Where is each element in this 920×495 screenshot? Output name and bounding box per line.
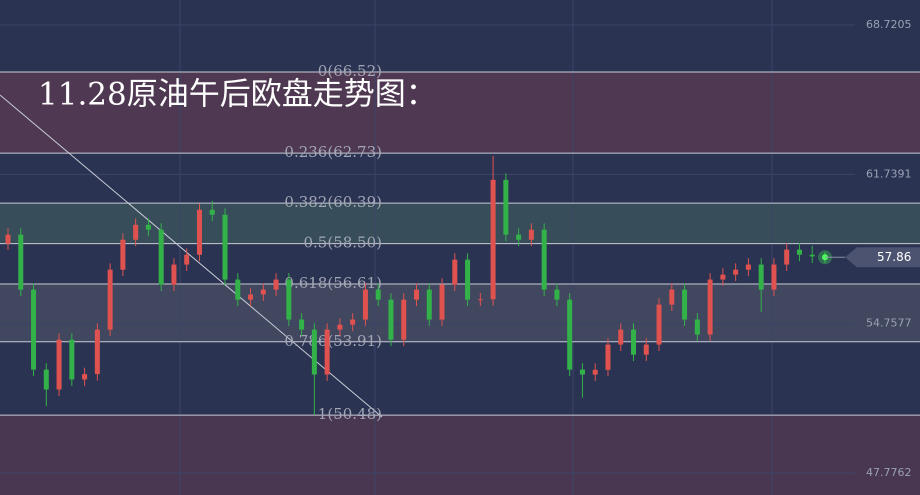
candle-body xyxy=(337,324,343,330)
last-price-label: 57.86 xyxy=(877,250,911,264)
candle-body xyxy=(31,289,37,370)
y-tick-label: 47.7762 xyxy=(866,466,912,479)
candle-body xyxy=(273,279,279,290)
candle-body xyxy=(809,254,815,257)
chart-title: 11.28原油午后欧盘走势图： xyxy=(38,77,437,113)
candle-body xyxy=(528,229,534,240)
candle-body xyxy=(107,269,113,330)
candle-body xyxy=(490,179,496,300)
fib-label: 0.382(60.39) xyxy=(284,193,382,211)
y-tick-label: 68.7205 xyxy=(866,18,912,31)
candle-body xyxy=(248,294,254,300)
candle-body xyxy=(133,224,139,240)
fib-label: 0.786(53.91) xyxy=(284,332,382,350)
candle-body xyxy=(171,264,177,285)
candle-body xyxy=(222,214,228,280)
fib-label: 0.236(62.73) xyxy=(284,143,382,161)
candle-body xyxy=(554,289,560,300)
candle-body xyxy=(631,329,637,355)
candle-body xyxy=(605,344,611,370)
candle-body xyxy=(5,234,11,244)
candle-body xyxy=(643,344,649,355)
candle-body xyxy=(771,264,777,290)
candle-body xyxy=(56,339,62,390)
candle-body xyxy=(733,269,739,275)
fib-label: 0.618(56.61) xyxy=(284,274,382,292)
candle-body xyxy=(184,254,190,265)
candle-body xyxy=(503,179,509,235)
candle-body xyxy=(362,289,368,320)
candle-body xyxy=(720,274,726,280)
candle-body xyxy=(656,304,662,345)
candle-body xyxy=(477,299,483,301)
candle-body xyxy=(260,289,266,295)
candle-body xyxy=(82,374,88,380)
candle-body xyxy=(796,249,802,255)
candle-body xyxy=(158,229,164,285)
candle-body xyxy=(452,259,458,285)
fib-band xyxy=(0,284,920,342)
candle-body xyxy=(618,329,624,345)
candle-body xyxy=(579,369,585,375)
candle-body xyxy=(414,289,419,300)
fib-label: 0(66.52) xyxy=(318,62,382,80)
candle-body xyxy=(541,229,547,290)
candle-body xyxy=(145,224,151,230)
candle-body xyxy=(567,299,573,370)
fib-band xyxy=(0,72,920,154)
candle-body xyxy=(350,319,356,325)
y-tick-label: 54.7577 xyxy=(866,317,912,330)
candle-body xyxy=(682,289,688,320)
candle-body xyxy=(758,264,764,290)
candle-body xyxy=(286,279,292,320)
candle-body xyxy=(120,239,126,270)
candle-body xyxy=(69,339,75,380)
fib-band xyxy=(0,415,920,495)
trend-line xyxy=(0,94,383,418)
candle-body xyxy=(592,369,598,375)
candle-body xyxy=(311,329,317,375)
candle-body xyxy=(18,234,24,290)
candle-body xyxy=(196,209,202,255)
candle-body xyxy=(401,299,407,340)
candle-body xyxy=(209,209,215,215)
fib-band xyxy=(0,203,920,244)
y-tick-label: 61.7391 xyxy=(866,167,912,180)
candle-body xyxy=(375,289,381,300)
candle-body xyxy=(426,289,432,320)
last-price-tag xyxy=(845,247,920,268)
candle-body xyxy=(439,284,445,320)
candle-body xyxy=(516,234,522,240)
candle-body xyxy=(669,289,675,305)
candle-body xyxy=(784,249,790,265)
candle-body xyxy=(94,329,100,375)
candle-body xyxy=(299,319,305,330)
candle-body xyxy=(324,329,330,375)
candle-body xyxy=(235,279,241,300)
candle-body xyxy=(745,264,751,270)
candle-body xyxy=(388,299,394,340)
candle-body xyxy=(43,369,49,390)
fib-label: 0.5(58.50) xyxy=(303,234,382,252)
candle-body xyxy=(694,319,700,335)
fib-label: 1(50.48) xyxy=(318,405,382,423)
candle-body xyxy=(707,279,713,335)
candle-body xyxy=(465,259,471,300)
